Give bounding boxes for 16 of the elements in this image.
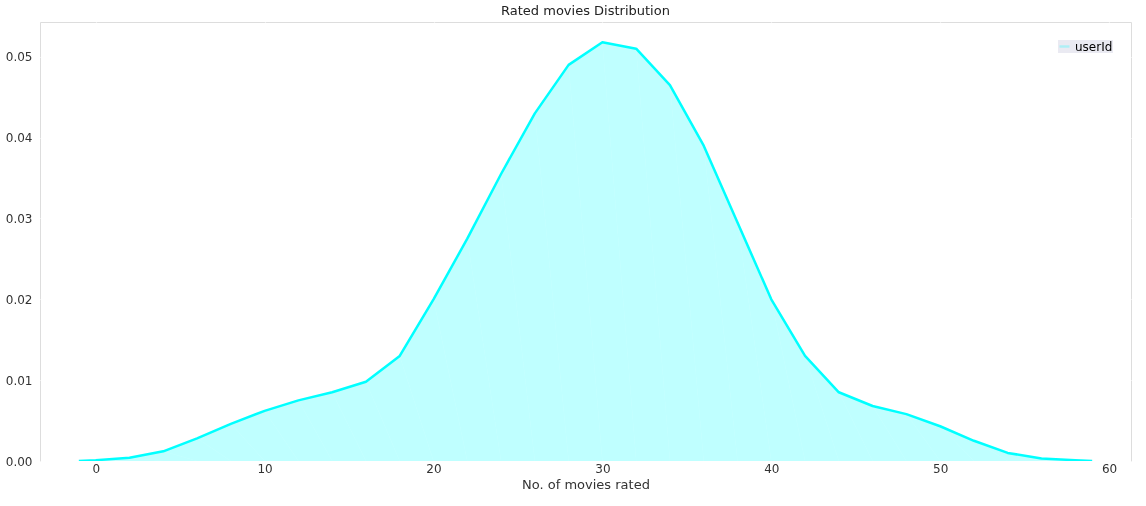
y-tick-label: 0.03 <box>5 211 33 226</box>
x-tick-label: 10 <box>257 461 273 476</box>
x-tick-label: 0 <box>92 461 101 476</box>
x-tick-label: 60 <box>1101 461 1118 476</box>
y-tick-label: 0.05 <box>5 50 33 65</box>
chart-title: Rated movies Distribution <box>501 3 670 18</box>
legend-label: userId <box>1075 39 1113 54</box>
y-tick-label: 0.01 <box>5 373 33 388</box>
x-axis-title: No. of movies rated <box>522 476 650 492</box>
x-tick-label: 50 <box>933 461 949 476</box>
y-tick-label: 0.00 <box>5 454 33 469</box>
y-tick-label: 0.04 <box>5 131 33 146</box>
y-tick-label: 0.02 <box>5 292 33 307</box>
x-tick-label: 20 <box>426 461 442 476</box>
x-tick-label: 40 <box>764 461 780 476</box>
x-tick-label: 30 <box>595 461 611 476</box>
